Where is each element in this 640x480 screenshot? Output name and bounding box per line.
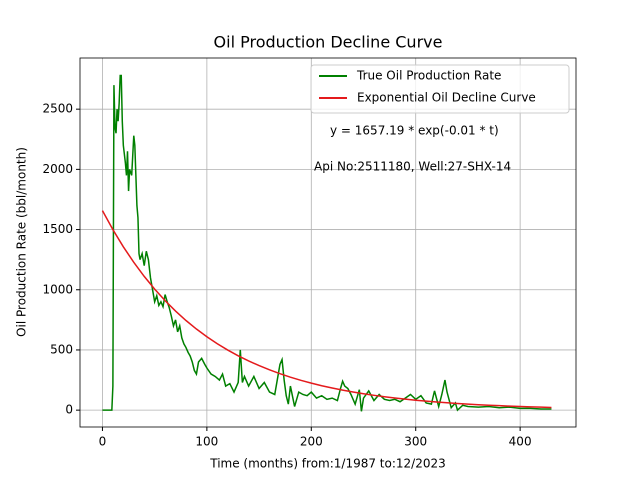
data-line [101,210,552,409]
x-tick-label: 300 [404,435,427,449]
x-tick-label: 0 [99,435,107,449]
annotation: Api No:2511180, Well:27-SHX-14 [314,160,511,174]
y-tick-label: 1000 [42,282,73,296]
y-axis-label: Oil Production Rate (bbl/month) [15,147,29,337]
y-tick-label: 0 [65,403,73,417]
x-tick-label: 100 [195,435,218,449]
data-line [102,74,552,412]
legend-label: True Oil Production Rate [356,69,501,83]
annotation: y = 1657.19 * exp(-0.01 * t) [330,124,499,138]
chart-title: Oil Production Decline Curve [214,33,443,52]
x-tick-label: 400 [509,435,532,449]
y-tick-label: 1500 [42,222,73,236]
x-axis-label: Time (months) from:1/1987 to:12/2023 [209,457,446,471]
x-tick-label: 200 [300,435,323,449]
y-tick-label: 500 [50,342,73,356]
y-tick-label: 2000 [42,162,73,176]
legend-box [310,64,570,114]
plot-frame [79,57,577,428]
legend-label: Exponential Oil Decline Curve [357,91,536,105]
y-tick-label: 2500 [42,102,73,116]
